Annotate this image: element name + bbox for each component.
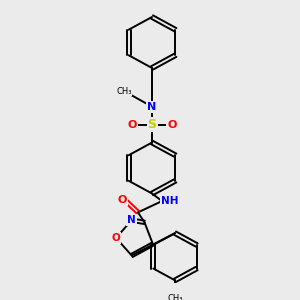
Text: O: O: [127, 120, 137, 130]
Text: O: O: [117, 195, 127, 205]
Text: NH: NH: [161, 196, 179, 206]
Text: CH₃: CH₃: [167, 294, 183, 300]
Text: CH₃: CH₃: [116, 87, 132, 96]
Text: S: S: [148, 118, 157, 131]
Text: O: O: [112, 233, 120, 243]
Text: N: N: [127, 215, 136, 225]
Text: O: O: [167, 120, 177, 130]
Text: N: N: [147, 102, 157, 112]
